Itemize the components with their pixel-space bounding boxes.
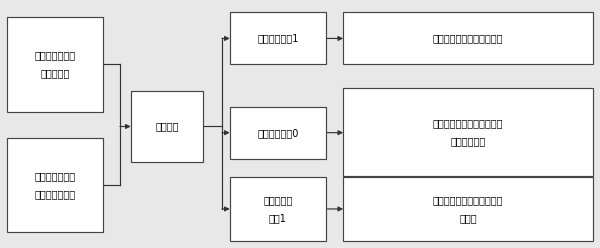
Text: 匹配曲线数为0: 匹配曲线数为0 <box>257 128 298 138</box>
FancyBboxPatch shape <box>230 177 326 241</box>
FancyBboxPatch shape <box>343 88 593 176</box>
FancyBboxPatch shape <box>343 12 593 64</box>
Text: 匹配曲线数: 匹配曲线数 <box>263 195 292 205</box>
FancyBboxPatch shape <box>131 91 203 162</box>
Text: 输出最大相关系数对应基础: 输出最大相关系数对应基础 <box>433 118 503 128</box>
Text: 阻抗曲线库: 阻抗曲线库 <box>41 68 70 78</box>
Text: 待检锂离子电池: 待检锂离子电池 <box>35 171 76 181</box>
Text: 建立锂电池交流: 建立锂电池交流 <box>35 51 76 61</box>
FancyBboxPatch shape <box>230 107 326 159</box>
FancyBboxPatch shape <box>7 17 103 112</box>
FancyBboxPatch shape <box>7 138 103 232</box>
Text: 平均值: 平均值 <box>459 213 477 223</box>
Text: 输出匹配曲线对应劣化程度: 输出匹配曲线对应劣化程度 <box>433 195 503 205</box>
Text: 曲线劣化程度: 曲线劣化程度 <box>451 136 485 146</box>
Text: 大于1: 大于1 <box>269 213 287 223</box>
Text: 输出匹配曲线对应劣化程度: 输出匹配曲线对应劣化程度 <box>433 33 503 43</box>
Text: 匹配曲线数为1: 匹配曲线数为1 <box>257 33 298 43</box>
Text: 的交流阻抗曲线: 的交流阻抗曲线 <box>35 189 76 199</box>
FancyBboxPatch shape <box>230 12 326 64</box>
Text: 曲线匹配: 曲线匹配 <box>155 122 179 131</box>
FancyBboxPatch shape <box>343 177 593 241</box>
